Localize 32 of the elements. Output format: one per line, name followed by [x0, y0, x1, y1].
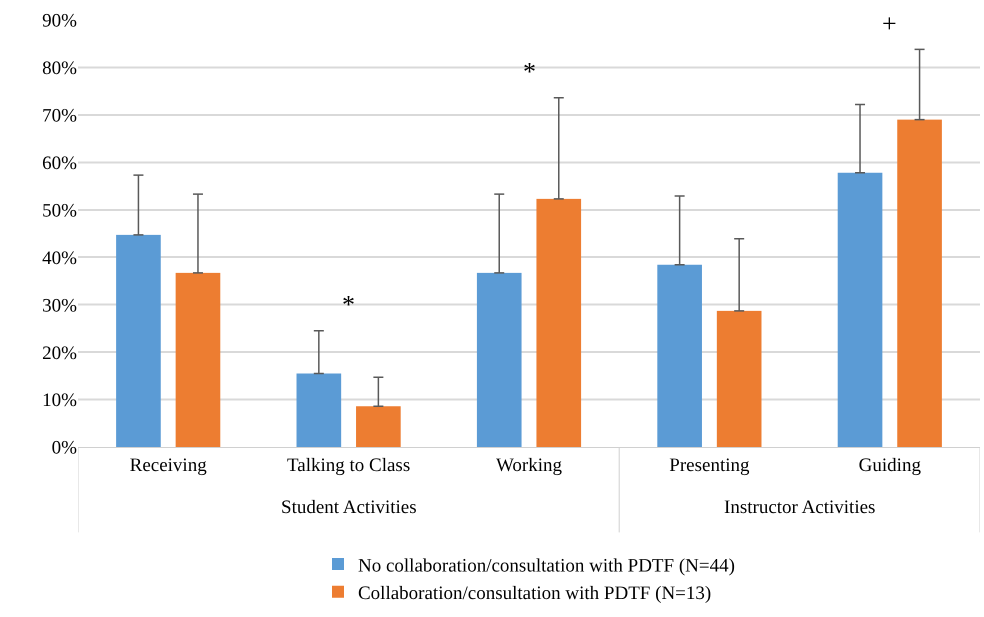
bar: [838, 172, 882, 447]
bar: [116, 234, 161, 447]
annotation: *: [342, 290, 355, 319]
y-tick-label: 40%: [42, 248, 78, 269]
x-tick-label: Presenting: [669, 454, 750, 476]
bar: [476, 272, 522, 447]
x-tick-label: Talking to Class: [286, 454, 410, 476]
y-tick-label: 0%: [52, 438, 78, 459]
y-tick-label: 60%: [42, 152, 78, 174]
x-tick-label: Guiding: [858, 454, 922, 476]
y-tick-label: 20%: [42, 342, 78, 364]
y-tick-label: 30%: [42, 295, 78, 316]
bar: [897, 120, 942, 447]
x-tick-label: Working: [496, 454, 562, 476]
x-tick-label: Receiving: [130, 454, 208, 476]
bar: [657, 264, 702, 447]
bar: [176, 272, 220, 447]
text: Student Activities: [281, 497, 417, 518]
text: Instructor Activities: [724, 497, 876, 518]
y-tick-label: 10%: [42, 390, 78, 412]
bar: [356, 406, 401, 447]
y-tick-label: 90%: [42, 10, 78, 32]
annotation: *: [523, 57, 536, 86]
legend-label: Collaboration/consultation with PDTF (N=13): [358, 583, 712, 604]
y-tick-label: 70%: [42, 106, 78, 127]
bar: [716, 310, 762, 447]
y-tick-label: 50%: [42, 200, 78, 222]
y-tick-label: 80%: [42, 58, 78, 80]
bar: [536, 198, 582, 447]
bar: [296, 373, 342, 447]
annotation: +: [882, 9, 897, 38]
legend-label: No collaboration/consultation with PDTF (N=44): [358, 555, 735, 576]
